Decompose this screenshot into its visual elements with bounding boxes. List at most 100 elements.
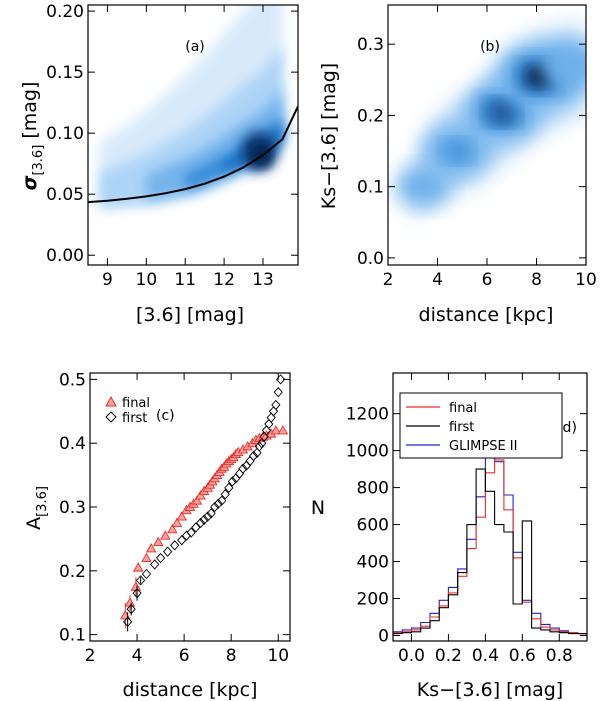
panel-c-points xyxy=(120,374,289,632)
point-first xyxy=(238,463,248,474)
y-tick-label: 400 xyxy=(357,553,389,573)
point-final xyxy=(171,517,183,527)
panel-d-legend: final first GLIMPSE II xyxy=(399,392,563,459)
y-tick-label: 0.15 xyxy=(46,63,84,83)
point-first xyxy=(132,587,142,599)
point-first xyxy=(259,431,269,442)
density-core-peak xyxy=(252,145,271,166)
point-first xyxy=(170,540,180,551)
x-tick-label: 0.8 xyxy=(546,646,573,666)
legend-first-label: first xyxy=(122,411,147,426)
x-tick-label: 10 xyxy=(267,646,289,666)
point-first xyxy=(266,412,276,423)
panel-b-label: (b) xyxy=(480,39,500,55)
panel-c-x-ticks: 2 4 6 8 10 xyxy=(85,373,289,666)
panel-a-y-label-main: σ xyxy=(19,175,41,190)
panel-c-y-label: A[3.6] xyxy=(23,486,50,530)
point-first xyxy=(186,527,196,538)
y-tick-label: 600 xyxy=(357,516,389,536)
panel-a-y-label: σ[3.6] [mag] xyxy=(19,82,46,191)
x-tick-label: 10 xyxy=(575,270,597,290)
legend-final-marker xyxy=(105,395,117,407)
panel-b-density xyxy=(396,19,586,223)
x-tick-label: 6 xyxy=(482,270,493,290)
point-first xyxy=(123,616,133,628)
y-tick-label: 0.00 xyxy=(46,246,84,266)
histogram-first xyxy=(393,468,587,636)
x-tick-label: 11 xyxy=(174,270,196,290)
panel-a-density xyxy=(99,5,283,210)
panel-c-label: (c) xyxy=(156,408,175,424)
point-first xyxy=(210,501,220,513)
panel-a-y-label-unit: [mag] xyxy=(19,82,41,145)
point-final xyxy=(152,536,164,547)
y-tick-label: 0 xyxy=(378,626,389,646)
legend-first-marker xyxy=(105,411,117,423)
panel-c-y-ticks: 0.1 0.2 0.3 0.4 0.5 xyxy=(59,370,290,646)
point-final xyxy=(270,425,282,435)
point-first xyxy=(199,514,209,525)
y-tick-label: 1200 xyxy=(346,405,389,425)
y-tick-label: 0.2 xyxy=(59,562,86,582)
point-first xyxy=(261,425,272,436)
x-tick-label: 2 xyxy=(383,270,394,290)
panel-c-legend: final first xyxy=(105,395,150,426)
x-tick-label: 0.2 xyxy=(435,646,462,666)
density-peak-mid xyxy=(444,141,471,161)
panel-a-x-ticks: 9 10 11 12 13 xyxy=(102,5,274,290)
x-tick-label: 4 xyxy=(132,646,143,666)
panel-a: 9 10 11 12 13 0.00 0.05 0.10 0.15 0.20 (a) [3.6]… xyxy=(19,2,299,326)
y-tick-label: 0.3 xyxy=(357,35,384,55)
point-first xyxy=(252,447,262,458)
point-first xyxy=(248,450,259,462)
panel-b: 2 4 6 8 10 0.0 0.1 0.2 0.3 (b) distance [kpc] K… xyxy=(318,4,597,326)
point-first xyxy=(206,508,216,519)
point-final xyxy=(191,495,203,505)
y-tick-label: 800 xyxy=(357,479,389,499)
point-first xyxy=(227,476,237,487)
point-first xyxy=(141,568,152,580)
legend-final-label: final xyxy=(122,396,150,411)
point-first xyxy=(224,482,234,494)
panel-a-y-ticks: 0.00 0.05 0.10 0.15 0.20 xyxy=(46,2,298,266)
density-peak-outer xyxy=(396,166,450,207)
y-tick-label: 0.05 xyxy=(46,185,84,205)
point-first xyxy=(150,559,160,570)
panel-c-y-label-main: A xyxy=(23,517,45,530)
point-first xyxy=(191,522,201,533)
panel-b-x-label: distance [kpc] xyxy=(419,304,554,326)
density-layer xyxy=(185,113,283,191)
y-tick-label: 0.0 xyxy=(357,249,384,269)
point-first xyxy=(195,517,206,529)
panel-b-y-label: Ks−[3.6] [mag] xyxy=(318,63,340,209)
x-tick-label: 0.4 xyxy=(472,646,499,666)
point-first xyxy=(203,511,213,522)
legend-d-glimpse-label: GLIMPSE II xyxy=(449,439,517,454)
point-first xyxy=(177,535,187,546)
legend-d-final-label: final xyxy=(449,401,477,416)
point-final xyxy=(176,511,188,521)
legend-d-first-label: first xyxy=(449,420,474,435)
y-tick-label: 0.20 xyxy=(46,2,84,22)
point-final xyxy=(277,425,289,435)
x-tick-label: 0.6 xyxy=(509,646,536,666)
density-peak-outer xyxy=(540,42,586,89)
x-tick-label: 8 xyxy=(226,646,237,666)
panel-c-x-label: distance [kpc] xyxy=(123,679,258,701)
panel-a-frame xyxy=(87,4,299,266)
y-tick-label: 200 xyxy=(357,589,389,609)
y-tick-label: 0.4 xyxy=(59,434,86,454)
point-first xyxy=(163,546,173,557)
point-final xyxy=(160,530,171,540)
point-first xyxy=(220,489,230,500)
point-final xyxy=(195,490,206,500)
point-final xyxy=(167,523,178,534)
point-first xyxy=(271,399,281,411)
panel-d-frame xyxy=(392,372,588,642)
panel-d-histograms xyxy=(393,451,587,636)
x-tick-label: 6 xyxy=(179,646,190,666)
point-final xyxy=(145,543,157,553)
panel-d-x-ticks: 0.0 0.2 0.4 0.6 0.8 xyxy=(398,373,573,666)
